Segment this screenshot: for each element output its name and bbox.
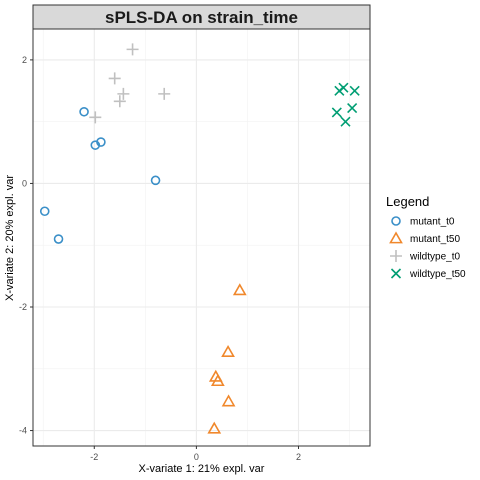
- y-tick-label: -2: [19, 302, 27, 312]
- y-axis-label: X-variate 2: 20% expl. var: [4, 175, 16, 301]
- x-tick-label: -2: [90, 452, 98, 462]
- panel-border: [32, 28, 371, 447]
- mutant_t0-point: [150, 175, 161, 186]
- y-tick-label: 0: [22, 178, 27, 188]
- legend-item-mutant_t50: mutant_t50: [389, 231, 460, 245]
- title-strip: [32, 4, 371, 30]
- wildtype_t0-point: [158, 87, 171, 100]
- mutant_t0-point: [53, 234, 64, 244]
- legend-label: mutant_t50: [410, 234, 460, 245]
- x-axis-ticks: -2 0 2: [90, 446, 301, 462]
- legend: mutant_t0 mutant_t50 wildtype_t0 wildtype_t…: [389, 216, 466, 280]
- x-tick-label: 0: [194, 452, 199, 462]
- wildtype_t0-point: [126, 43, 139, 56]
- legend-key-wildtype_t50: [390, 268, 402, 279]
- legend-item-wildtype_t0: wildtype_t0: [390, 250, 460, 263]
- legend-label: mutant_t0: [410, 217, 455, 228]
- x-tick-label: 2: [296, 452, 301, 462]
- wildtype_t0-point: [108, 72, 121, 85]
- mutant_t50-point: [210, 374, 225, 387]
- mutant_t50-point: [221, 344, 235, 358]
- mutant_t50-point: [221, 394, 236, 407]
- chart-title: sPLS-DA on strain_time: [105, 8, 298, 27]
- wildtype_t0-point: [113, 95, 126, 108]
- mutant_t0-point: [79, 106, 89, 117]
- wildtype_t50-point: [338, 82, 349, 93]
- mutant_t50-point: [232, 283, 247, 296]
- grid-minor: [33, 29, 370, 446]
- plot-panel: [33, 29, 370, 446]
- mutant_t0-point: [39, 206, 50, 217]
- legend-title: Legend: [386, 194, 429, 209]
- y-tick-label: 2: [22, 55, 27, 65]
- wildtype_t50-point: [331, 107, 342, 118]
- mutant_t0-point: [90, 140, 101, 150]
- legend-key-mutant_t50: [389, 231, 403, 244]
- y-axis-ticks: -4 -2 0 2: [19, 55, 33, 436]
- legend-label: wildtype_t0: [409, 252, 460, 263]
- grid-major: [33, 29, 370, 446]
- data-points: [39, 43, 360, 434]
- wildtype_t50-point: [347, 103, 358, 114]
- mutant_t50-point: [207, 421, 222, 434]
- legend-key-mutant_t0: [391, 216, 401, 226]
- wildtype_t50-point: [340, 116, 351, 127]
- x-axis-label: X-variate 1: 21% expl. var: [139, 463, 265, 475]
- wildtype_t0-point: [89, 111, 102, 124]
- wildtype_t50-point: [349, 85, 360, 96]
- y-tick-label: -4: [19, 426, 27, 436]
- legend-label: wildtype_t50: [409, 269, 466, 280]
- legend-item-wildtype_t50: wildtype_t50: [390, 268, 466, 280]
- wildtype_t0-point: [117, 87, 130, 100]
- legend-item-mutant_t0: mutant_t0: [391, 216, 455, 228]
- legend-key-wildtype_t0: [390, 250, 402, 262]
